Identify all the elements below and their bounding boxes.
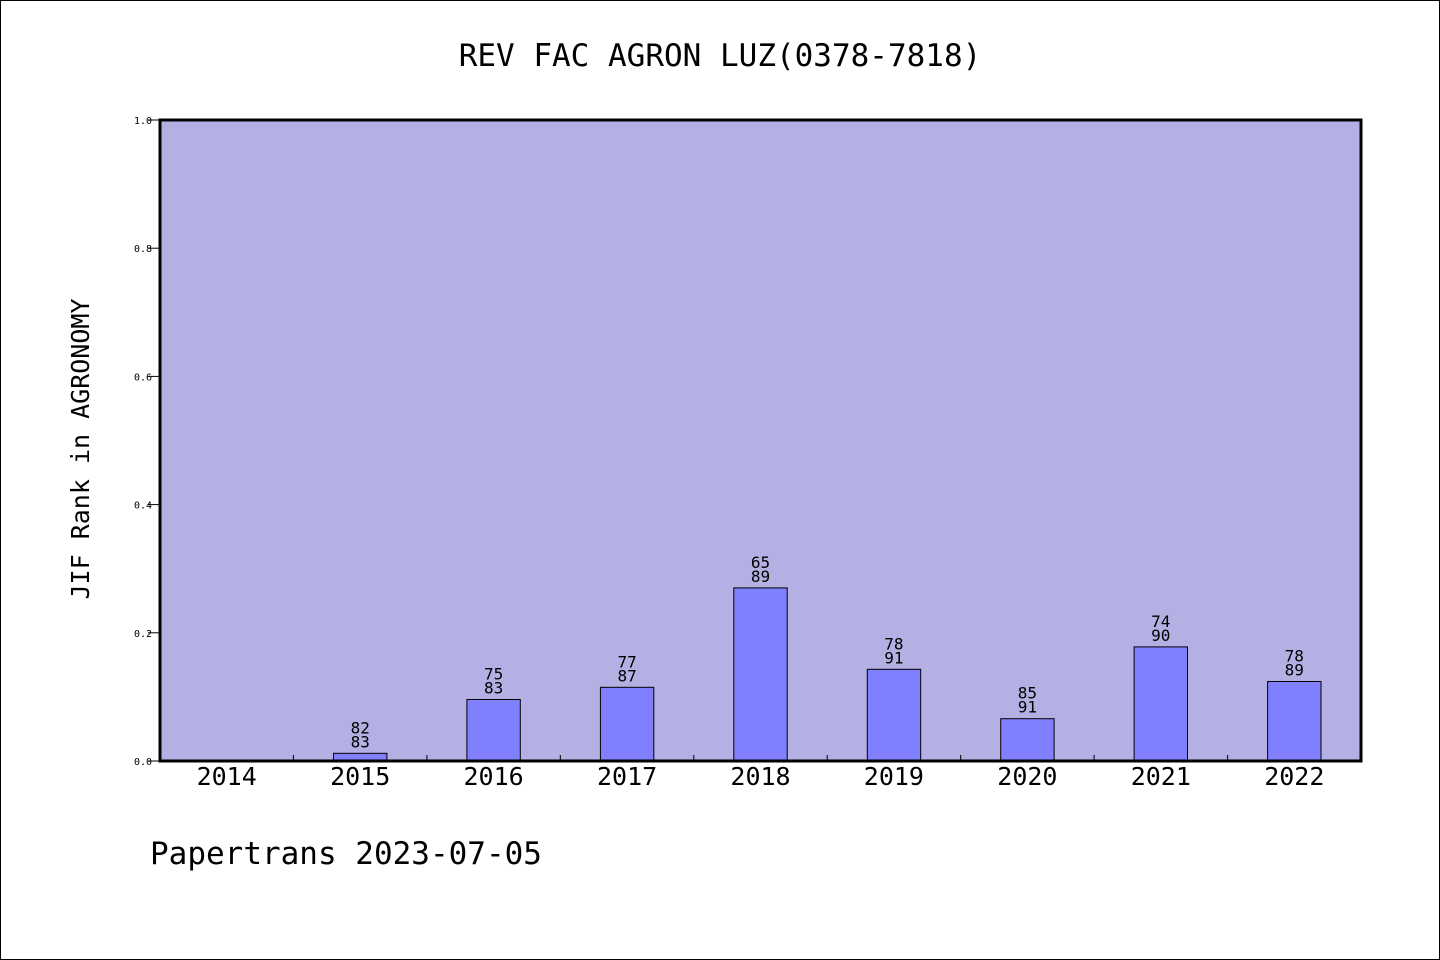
footer-source-date: Papertrans 2023-07-05 <box>150 836 542 872</box>
y-tick-label-0: 0.0 <box>134 757 152 768</box>
x-tick-label-2014: 2014 <box>197 762 257 791</box>
bar-2018 <box>733 587 788 762</box>
bar-label-rank-2021: 74 <box>1151 612 1170 631</box>
bar-2021 <box>1133 646 1188 762</box>
bar-2020 <box>1000 718 1055 762</box>
bar-label-rank-2018: 65 <box>751 553 770 572</box>
bar-2019 <box>866 668 922 762</box>
y-tick-label-5: 1.0 <box>134 116 152 127</box>
axis-ticks: 2014 2015 2016 2017 2018 2019 2020 2021 2022 0.0 0… <box>134 116 1324 791</box>
bar-label-total-2018: 89 <box>751 567 770 586</box>
y-tick-label-3: 0.6 <box>134 372 152 383</box>
bar-2017 <box>599 686 655 762</box>
bar-2016 <box>466 699 521 762</box>
x-tick-label-2017: 2017 <box>597 762 657 791</box>
x-tick-label-2018: 2018 <box>730 762 790 791</box>
bar-label-rank-2017: 77 <box>617 652 636 671</box>
bar-label-total-2019: 91 <box>884 648 903 667</box>
bar-label-total-2020: 91 <box>1018 698 1037 717</box>
y-axis-label: JIF Rank in AGRONOMY <box>66 298 95 599</box>
chart-title: REV FAC AGRON LUZ(0378-7818) <box>459 38 982 74</box>
bar-2022 <box>1267 681 1322 762</box>
bar-label-rank-2015: 82 <box>351 718 370 737</box>
bar-label-total-2016: 83 <box>484 679 503 698</box>
x-tick-label-2016: 2016 <box>463 762 523 791</box>
y-tick-label-4: 0.8 <box>134 244 152 255</box>
x-tick-label-2020: 2020 <box>997 762 1057 791</box>
bar-label-total-2015: 83 <box>351 732 370 751</box>
bar-label-total-2022: 89 <box>1285 661 1304 680</box>
bar-label-rank-2019: 78 <box>884 634 903 653</box>
y-tick-label-2: 0.4 <box>134 501 152 512</box>
x-tick-label-2019: 2019 <box>864 762 924 791</box>
bar-label-total-2021: 90 <box>1151 626 1170 645</box>
bar-label-rank-2022: 78 <box>1285 647 1304 666</box>
y-tick-label-1: 0.2 <box>134 629 152 640</box>
bar-label-rank-2020: 85 <box>1018 684 1037 703</box>
x-tick-label-2021: 2021 <box>1131 762 1191 791</box>
x-tick-label-2022: 2022 <box>1264 762 1324 791</box>
bar-label-total-2017: 87 <box>617 666 636 685</box>
plot-border <box>158 118 1363 763</box>
bar-label-rank-2016: 75 <box>484 665 503 684</box>
x-tick-label-2015: 2015 <box>330 762 390 791</box>
